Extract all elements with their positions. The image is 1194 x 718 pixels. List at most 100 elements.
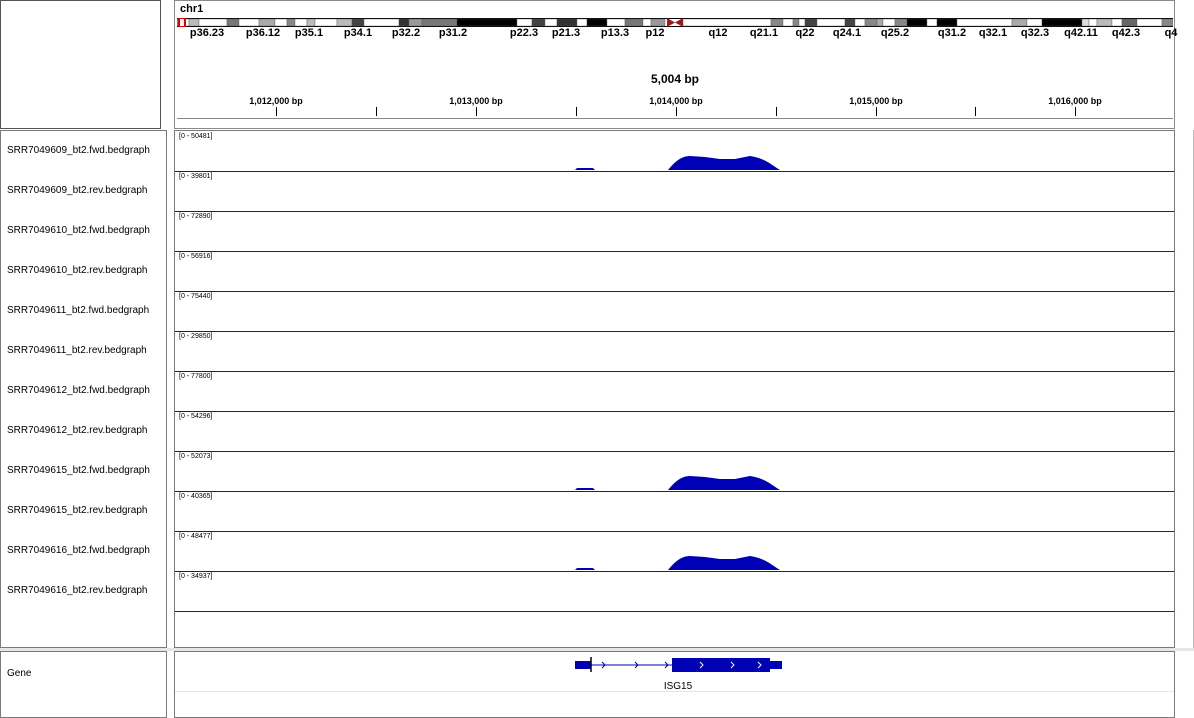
gene-name-label[interactable]: ISG15: [663, 681, 693, 692]
band-label: q25.2: [880, 27, 910, 39]
track-name[interactable]: SRR7049609_bt2.rev.bedgraph: [7, 185, 148, 196]
ideogram-band: [586, 18, 608, 27]
track-name[interactable]: SRR7049611_bt2.fwd.bedgraph: [7, 305, 150, 316]
track-separator: [175, 571, 1174, 572]
ruler-baseline: [177, 118, 1173, 119]
ideogram-band: [188, 18, 200, 27]
chromosome-ideogram[interactable]: [177, 18, 1173, 27]
band-label: p36.12: [245, 27, 281, 39]
current-region-marker: [178, 18, 186, 27]
ideogram-band: [682, 18, 772, 27]
ruler-tick: [876, 107, 877, 116]
ideogram-band: [238, 18, 260, 27]
data-panel[interactable]: [0 - 50481] [0 - 39801] [0 - 72890] [0 - 56…: [174, 130, 1175, 648]
track-separator: [175, 171, 1174, 172]
track-name[interactable]: SRR7049611_bt2.rev.bedgraph: [7, 345, 147, 356]
band-label: p35.1: [294, 27, 324, 39]
ideogram-band: [1111, 18, 1123, 27]
span-label: 5,004 bp: [644, 72, 706, 86]
band-label: p12: [645, 27, 665, 39]
ruler-label: 1,012,000 bp: [249, 96, 303, 106]
ideogram-band: [1081, 18, 1090, 27]
band-label: q42.3: [1111, 27, 1141, 39]
ideogram-band: [906, 18, 928, 27]
track-data-range: [0 - 34937]: [179, 573, 213, 580]
band-label: p22.3: [509, 27, 539, 39]
track-separator: [175, 371, 1174, 372]
gene-track-label[interactable]: Gene: [7, 668, 32, 679]
track-name[interactable]: SRR7049610_bt2.rev.bedgraph: [7, 265, 148, 276]
track-name[interactable]: SRR7049612_bt2.fwd.bedgraph: [7, 385, 150, 396]
header-panel[interactable]: chr1 p36.23 p36.12 p35.1 p34.1 p32.2 p31.2 p22…: [174, 0, 1178, 129]
ideogram-band: [956, 18, 1013, 27]
track-name[interactable]: SRR7049612_bt2.rev.bedgraph: [7, 425, 148, 436]
ideogram-band: [274, 18, 288, 27]
ideogram-band: [1121, 18, 1138, 27]
track-data-range: [0 - 77800]: [179, 373, 213, 380]
ideogram-band: [556, 18, 578, 27]
ideogram-band: [1088, 18, 1098, 27]
ruler-tick: [476, 107, 477, 116]
scrollbar[interactable]: [1175, 130, 1194, 648]
track-separator: [175, 211, 1174, 212]
ideogram-band: [798, 18, 806, 27]
ruler-label: 1,014,000 bp: [649, 96, 703, 106]
track-separator: [175, 531, 1174, 532]
ideogram-band: [408, 18, 423, 27]
ideogram-band: [804, 18, 818, 27]
gene-track-panel[interactable]: ISG15: [174, 651, 1175, 718]
coverage-signal[interactable]: [175, 451, 1174, 491]
ideogram-band: [642, 18, 652, 27]
ideogram-band: [782, 18, 794, 27]
track-separator: [175, 611, 1174, 612]
track-name[interactable]: SRR7049615_bt2.rev.bedgraph: [7, 505, 148, 516]
ideogram-band: [876, 18, 884, 27]
centromere-right: [675, 18, 683, 27]
ideogram-band: [1096, 18, 1113, 27]
coverage-signal[interactable]: [175, 531, 1174, 571]
ideogram-band: [294, 18, 308, 27]
track-separator: [175, 491, 1174, 492]
band-label: q12: [708, 27, 728, 39]
track-separator: [175, 451, 1174, 452]
track-name[interactable]: SRR7049610_bt2.fwd.bedgraph: [7, 225, 150, 236]
coverage-signal[interactable]: [175, 131, 1174, 171]
ideogram-band: [226, 18, 240, 27]
ideogram-band: [1161, 18, 1173, 27]
track-name[interactable]: SRR7049616_bt2.fwd.bedgraph: [7, 545, 150, 556]
ideogram-band: [198, 18, 228, 27]
track-name[interactable]: SRR7049609_bt2.fwd.bedgraph: [7, 145, 150, 156]
track-names-panel: SRR7049609_bt2.fwd.bedgraph SRR7049609_bt…: [0, 130, 167, 648]
gene-model[interactable]: [175, 652, 1174, 692]
band-label: p31.2: [438, 27, 468, 39]
ideogram-band: [516, 18, 533, 27]
track-name[interactable]: SRR7049616_bt2.rev.bedgraph: [7, 585, 148, 596]
ideogram-band: [926, 18, 938, 27]
ruler-label: 1,016,000 bp: [1048, 96, 1102, 106]
ideogram-band: [770, 18, 784, 27]
track-data-range: [0 - 50481]: [179, 133, 213, 140]
track-data-range: [0 - 40365]: [179, 493, 213, 500]
ideogram-band: [650, 18, 666, 27]
ruler-tick: [576, 107, 577, 116]
panel-divider[interactable]: [0, 648, 1194, 651]
track-data-range: [0 - 72890]: [179, 213, 213, 220]
ideogram-band: [306, 18, 316, 27]
ideogram-band: [894, 18, 908, 27]
band-label: p32.2: [391, 27, 421, 39]
ideogram-band: [816, 18, 846, 27]
ideogram-band: [882, 18, 896, 27]
ruler-tick: [376, 107, 377, 116]
track-data-range: [0 - 48477]: [179, 533, 213, 540]
track-name[interactable]: SRR7049615_bt2.fwd.bedgraph: [7, 465, 150, 476]
band-label: q4: [1164, 27, 1178, 39]
band-label: p21.3: [551, 27, 581, 39]
ideogram-band: [1136, 18, 1163, 27]
band-label: q42.11: [1064, 27, 1098, 39]
ruler-label: 1,015,000 bp: [849, 96, 903, 106]
gene-track-name-panel: Gene: [0, 651, 167, 718]
band-label: q24.1: [832, 27, 862, 39]
ruler-label: 1,013,000 bp: [449, 96, 503, 106]
track-separator: [175, 331, 1174, 332]
band-label: p36.23: [189, 27, 225, 39]
